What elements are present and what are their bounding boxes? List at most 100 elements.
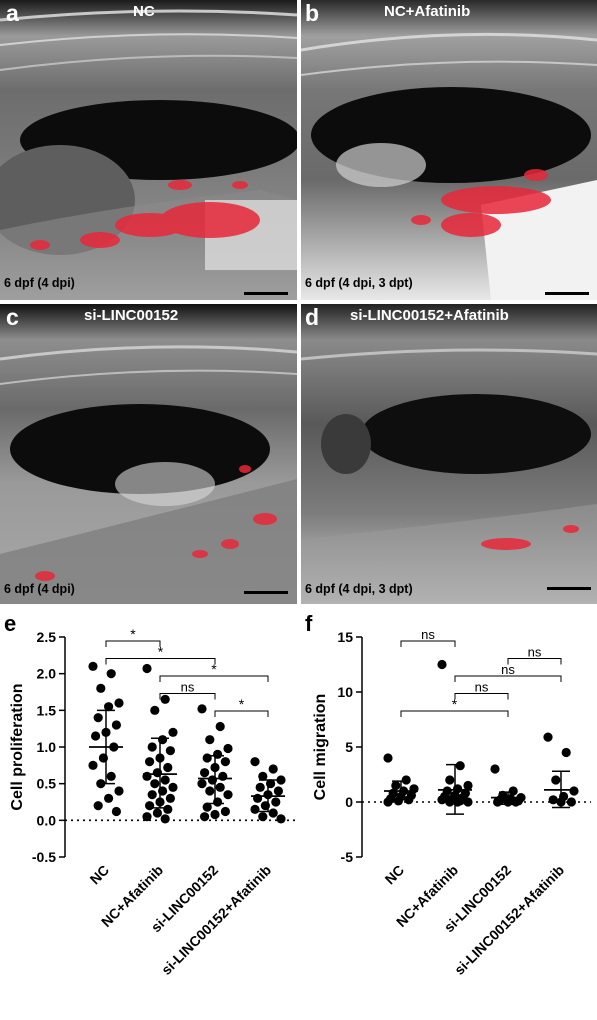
chart-e-data-point [93, 713, 103, 723]
chart-e-data-point [160, 814, 170, 824]
chart-f-data-point [569, 786, 579, 796]
panel-c-title: si-LINC00152 [84, 307, 179, 324]
panel-a-caption: 6 dpf (4 dpi) [4, 276, 75, 290]
chart-e-data-point [202, 802, 212, 812]
chart-e-data-point [271, 797, 281, 807]
panel-b-title: NC+Afatinib [384, 3, 471, 20]
chart-f-data-point [493, 797, 503, 807]
chart-f-category-label: si-LINC00152+Afatinib [451, 862, 567, 978]
chart-e-data-point [104, 793, 114, 803]
panel-c-image [0, 304, 297, 604]
chart-e-data-point [218, 771, 228, 781]
chart-f-significance-label: * [452, 696, 458, 712]
chart-f-y-tick-label: 0 [345, 794, 353, 810]
chart-e-data-point [147, 742, 157, 752]
chart-e-y-tick-label: 1.0 [37, 739, 57, 755]
chart-e-panel-letter: e [4, 611, 16, 636]
chart-e-data-point [160, 694, 170, 704]
chart-f-data-point [445, 775, 455, 785]
panel-a-title: NC [133, 3, 155, 20]
chart-f-significance-label: ns [475, 680, 489, 695]
chart-e-data-point [220, 757, 230, 767]
chart-f-significance-bracket [400, 640, 456, 647]
chart-f-data-point [463, 797, 473, 807]
chart-e-data-point [163, 762, 173, 773]
chart-f-y-axis-label: Cell migration [312, 694, 329, 801]
chart-e-data-point [205, 735, 215, 745]
chart-f-data-point [437, 795, 447, 805]
chart-e-data-point [147, 790, 157, 800]
chart-f-y-tick-label: 15 [337, 629, 353, 645]
chart-f-significance-label: ns [421, 627, 435, 642]
chart-e-significance-label: * [211, 661, 217, 677]
chart-e-data-point [88, 661, 98, 671]
panel-d-caption: 6 dpf (4 dpi, 3 dpt) [305, 582, 413, 596]
chart-e-data-point [255, 782, 265, 792]
chart-e-data-point [223, 790, 233, 800]
chart-e-y-tick-label: 0.0 [37, 812, 57, 828]
chart-e-data-point [88, 760, 98, 770]
chart-e-category-label: si-LINC00152+Afatinib [158, 862, 274, 978]
chart-f-panel-letter: f [305, 611, 313, 636]
chart-e-data-point [142, 812, 152, 822]
chart-e-data-point [165, 793, 175, 803]
chart-e-data-point [220, 806, 230, 817]
panel-a-image [0, 0, 297, 300]
chart-e-significance-bracket [159, 675, 269, 682]
chart-e-data-point [163, 804, 173, 814]
chart-e-data-point [150, 779, 160, 789]
chart-e-data-point [145, 801, 155, 811]
chart-e-data-point [215, 721, 225, 732]
chart-f-data-point [383, 797, 393, 807]
chart-e-y-tick-label: 0.5 [37, 776, 57, 792]
chart-e-data-point [205, 786, 215, 796]
chart-f-data-point [401, 775, 411, 785]
chart-f-data-point [566, 797, 577, 807]
chart-e-data-point [258, 812, 268, 822]
chart-f-data-point [383, 753, 393, 763]
chart-e-y-tick-label: -0.5 [32, 849, 56, 865]
chart-e-data-point [104, 702, 114, 712]
chart-e-data-point [210, 809, 220, 820]
chart-f-significance-bracket [454, 693, 509, 700]
chart-e-data-point [160, 775, 170, 785]
chart-f-significance-bracket [400, 710, 509, 717]
chart-e-data-point [114, 698, 124, 708]
chart-e-y-tick-label: 2.5 [37, 629, 57, 645]
chart-f-significance-label: ns [528, 645, 542, 660]
panel-d-scale-bar [547, 587, 591, 590]
chart-f-y-tick-label: 10 [337, 684, 353, 700]
panel-c-scale-bar [244, 591, 288, 594]
chart-e-data-point [142, 771, 152, 781]
panel-b-scale-bar [545, 292, 589, 295]
panel-d-image [301, 304, 597, 604]
chart-e-data-point [273, 786, 283, 796]
chart-e-y-axis-label: Cell proliferation [9, 683, 26, 810]
panel-b-image [301, 0, 597, 300]
chart-e-significance-bracket [105, 640, 161, 647]
chart-e-significance-bracket [214, 710, 269, 717]
chart-f-significance-bracket [507, 658, 562, 665]
chart-e-significance-label: * [158, 644, 164, 660]
chart-e-significance-label: * [239, 696, 245, 712]
chart-e-data-point [215, 782, 225, 792]
chart-f-y-tick-label: -5 [341, 849, 354, 865]
chart-e-data-point [250, 804, 260, 814]
chart-f-data-point [543, 732, 553, 742]
chart-e-data-point [202, 753, 212, 763]
panel-a-letter: a [6, 0, 19, 26]
panel-d-title: si-LINC00152+Afatinib [350, 307, 509, 324]
panel-c-caption: 6 dpf (4 dpi) [4, 582, 75, 596]
chart-e-data-point [145, 757, 155, 767]
chart-f-data-point [490, 764, 500, 774]
chart-f-data-point [391, 780, 401, 791]
chart-e-significance-label: * [130, 626, 136, 642]
panel-c-letter: c [6, 304, 19, 330]
zebrafish-image-d [301, 304, 597, 604]
chart-e-data-point [91, 731, 101, 741]
chart-e-data-point [168, 727, 178, 737]
chart-e-data-point [111, 806, 121, 817]
chart-f-y-tick-label: 5 [345, 739, 353, 755]
chart-e-data-point [96, 683, 106, 693]
panel-a-scale-bar [244, 292, 288, 295]
